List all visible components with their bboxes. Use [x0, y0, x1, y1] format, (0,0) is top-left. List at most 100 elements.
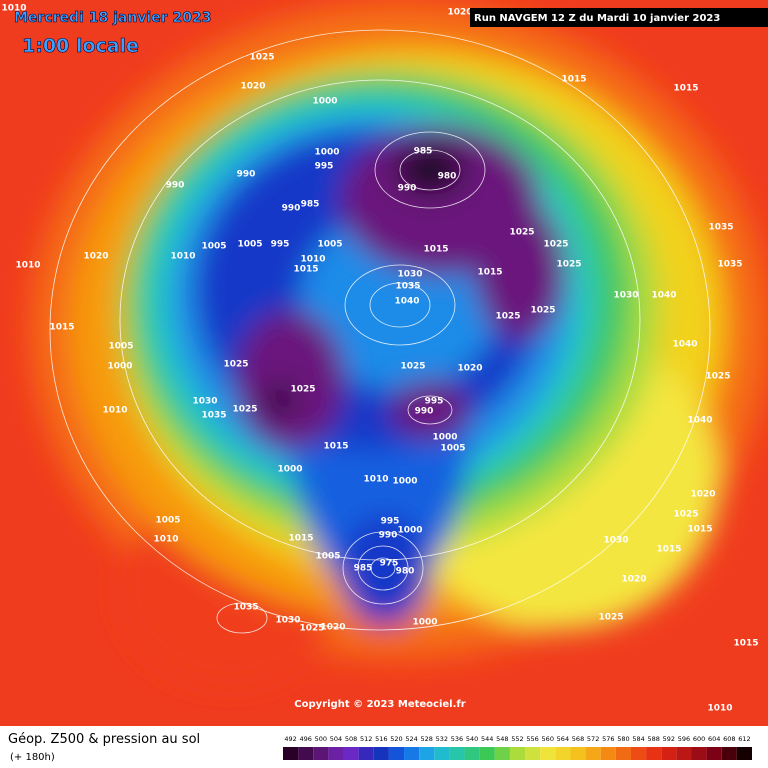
- isobar-label: 1015: [656, 545, 681, 555]
- colorbar-cell: [661, 747, 677, 760]
- colorbar-label: 592: [663, 735, 675, 743]
- colorbar-label: 544: [481, 735, 493, 743]
- isobar-label: 995: [315, 162, 334, 172]
- isobar-label: 980: [438, 172, 457, 182]
- isobar-label: 1005: [155, 516, 180, 526]
- isobar-label: 990: [282, 204, 301, 214]
- isobar-label: 1025: [509, 228, 534, 238]
- colorbar: 492 496 500 504 508 512 516 520 524 528 532 536 540 5…: [283, 735, 752, 760]
- colorbar-label: 584: [632, 735, 644, 743]
- colorbar-label: 504: [330, 735, 342, 743]
- isobar-label: 980: [396, 567, 415, 577]
- colorbar-cell: [404, 747, 420, 760]
- isobar-label: 1030: [603, 536, 628, 546]
- isobar-label: 1025: [400, 362, 425, 372]
- isobar-label: 1020: [457, 364, 482, 374]
- colorbar-label: 588: [647, 735, 659, 743]
- colorbar-cell: [449, 747, 465, 760]
- isobar-label: 1015: [687, 525, 712, 535]
- isobar-label: 1030: [192, 397, 217, 407]
- isobar-label: 1035: [201, 411, 226, 421]
- isobar-label: 1025: [299, 624, 324, 634]
- colorbar-label: 508: [345, 735, 357, 743]
- isobar-label: 1015: [423, 245, 448, 255]
- colorbar-cell: [721, 747, 737, 760]
- isobar-label: 1000: [277, 465, 302, 475]
- colorbar-label: 604: [708, 735, 720, 743]
- colorbar-cell: [328, 747, 344, 760]
- isobar-label: 1005: [201, 242, 226, 252]
- colorbar-cell: [736, 747, 752, 760]
- colorbar-cell: [525, 747, 541, 760]
- colorbar-cell: [555, 747, 571, 760]
- isobar-label: 1020: [447, 8, 472, 18]
- colorbar-cell: [585, 747, 601, 760]
- isobar-label: 1040: [687, 416, 712, 426]
- isobar-label: 1000: [432, 433, 457, 443]
- isobar-label: 1015: [733, 639, 758, 649]
- colorbar-label: 536: [451, 735, 463, 743]
- isobar-label: 1040: [394, 297, 419, 307]
- isobar-label: 1025: [495, 312, 520, 322]
- colorbar-label: 564: [557, 735, 569, 743]
- isobar-label: 1025: [223, 360, 248, 370]
- isobar-label: 975: [380, 559, 399, 569]
- colorbar-label: 568: [572, 735, 584, 743]
- isobar-label: 995: [271, 240, 290, 250]
- forecast-date: Mercredi 18 janvier 2023: [14, 10, 211, 26]
- isobar-label: 1035: [395, 282, 420, 292]
- isobar-label: 995: [425, 397, 444, 407]
- isobar-label: 1025: [290, 385, 315, 395]
- colorbar-label: 560: [542, 735, 554, 743]
- colorbar-cell: [676, 747, 692, 760]
- isobar-label: 1000: [412, 618, 437, 628]
- isobar-label: 1030: [275, 616, 300, 626]
- isobar-label: 1000: [397, 526, 422, 536]
- isobar-label: 1025: [598, 613, 623, 623]
- colorbar-label: 496: [299, 735, 311, 743]
- isobar-labels: 1010 102010251020100010151015100099598598…: [1, 4, 758, 714]
- isobar-label: 1020: [320, 623, 345, 633]
- isobar-label: 1040: [672, 340, 697, 350]
- colorbar-label: 532: [436, 735, 448, 743]
- run-info: Run NAVGEM 12 Z du Mardi 10 janvier 2023: [474, 13, 720, 24]
- colorbar-cell: [630, 747, 647, 760]
- isobar-label: 1005: [237, 240, 262, 250]
- colorbar-label: 512: [360, 735, 372, 743]
- isobar-label: 985: [354, 564, 373, 574]
- colorbar-cell: [358, 747, 374, 760]
- colorbar-cell: [373, 747, 389, 760]
- colorbar-label: 608: [723, 735, 735, 743]
- colorbar-cell: [600, 747, 616, 760]
- isobar-label: 1010: [170, 252, 195, 262]
- isobar-label: 1025: [673, 510, 698, 520]
- isobar-label: 1005: [440, 444, 465, 454]
- legend-subtitle: (+ 180h): [10, 752, 55, 763]
- isobar-label: 1015: [49, 323, 74, 333]
- isobar-label: 1015: [561, 75, 586, 85]
- colorbar-label: 612: [738, 735, 750, 743]
- colorbar-label: 492: [284, 735, 296, 743]
- isobar-label: 990: [398, 184, 417, 194]
- isobar-label: 1000: [392, 477, 417, 487]
- isobar-label: 1035: [233, 603, 258, 613]
- isobar-label: 990: [237, 170, 256, 180]
- isobar-label: 1015: [323, 442, 348, 452]
- isobar-label: 1010: [1, 4, 26, 14]
- colorbar-cell: [509, 747, 526, 760]
- colorbar-cell: [646, 747, 662, 760]
- colorbar-cell: [313, 747, 329, 760]
- colorbar-cell: [464, 747, 480, 760]
- colorbar-cell: [494, 747, 510, 760]
- colorbar-label: 576: [602, 735, 614, 743]
- legend-title: Géop. Z500 & pression au sol: [8, 732, 200, 747]
- forecast-time: 1:00 locale: [22, 35, 139, 57]
- colorbar-cell: [283, 747, 299, 760]
- isobar-label: 1015: [477, 268, 502, 278]
- isobar-label: 990: [415, 407, 434, 417]
- colorbar-label: 600: [693, 735, 705, 743]
- isobar-label: 1020: [621, 575, 646, 585]
- isobar-label: 985: [414, 147, 433, 157]
